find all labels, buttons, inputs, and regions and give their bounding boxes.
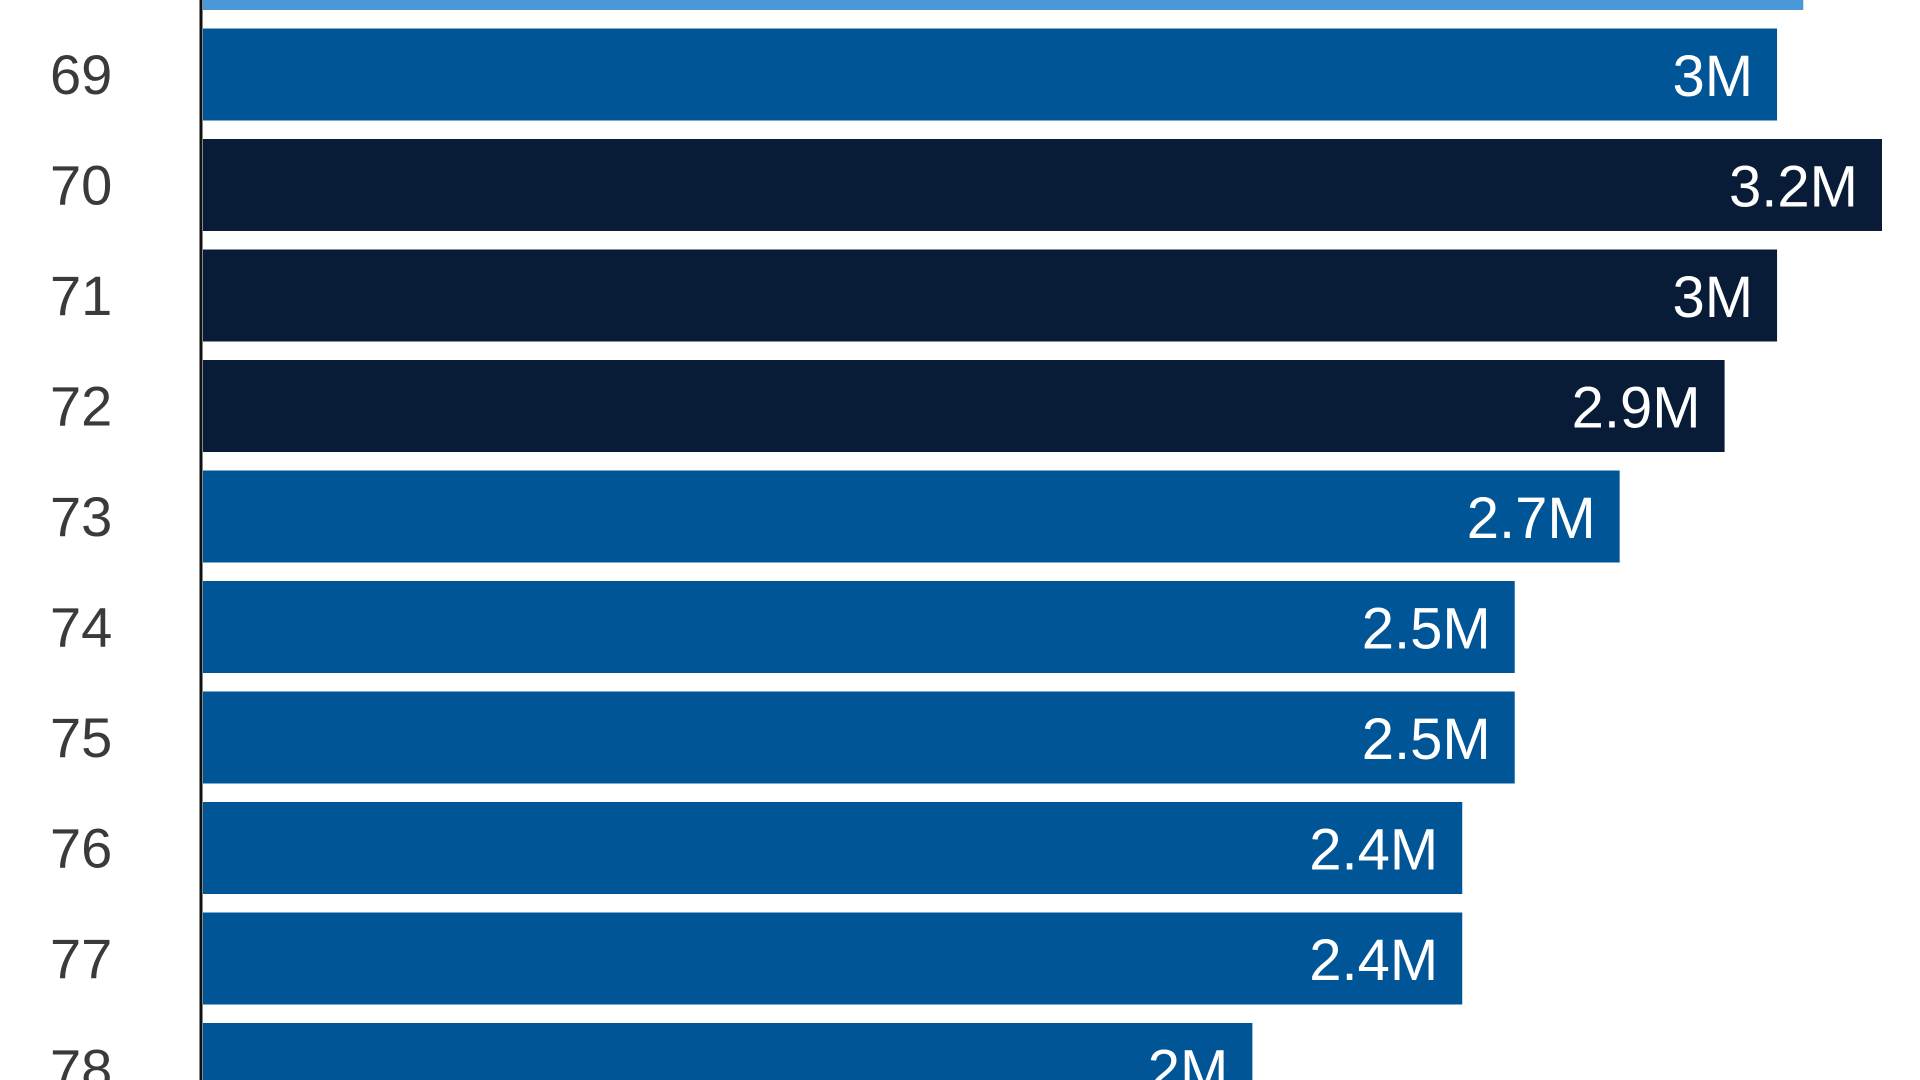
data-label-78: 2M bbox=[1148, 1039, 1229, 1080]
data-label-77: 2.4M bbox=[1309, 928, 1438, 993]
data-label-69: 3M bbox=[1672, 44, 1753, 109]
bar-75 bbox=[203, 691, 1515, 784]
bar-71 bbox=[203, 249, 1778, 342]
tick-label-77: 77 bbox=[50, 927, 112, 990]
data-label-73: 2.7M bbox=[1467, 486, 1596, 551]
data-label-74: 2.5M bbox=[1362, 597, 1491, 662]
tick-label-75: 75 bbox=[50, 706, 112, 769]
tick-label-69: 69 bbox=[50, 43, 112, 106]
tick-label-76: 76 bbox=[50, 817, 112, 880]
data-label-75: 2.5M bbox=[1362, 707, 1491, 772]
tick-label-71: 71 bbox=[50, 264, 112, 327]
tick-label-74: 74 bbox=[50, 596, 112, 659]
data-label-70: 3.2M bbox=[1729, 155, 1858, 220]
bar-68 bbox=[203, 0, 1804, 10]
bar-73 bbox=[203, 470, 1620, 563]
tick-label-70: 70 bbox=[50, 154, 112, 217]
bar-78 bbox=[203, 1023, 1253, 1080]
bar-76 bbox=[203, 802, 1463, 894]
bar-74 bbox=[203, 581, 1515, 673]
data-label-72: 2.9M bbox=[1572, 376, 1701, 441]
data-label-71: 3M bbox=[1672, 265, 1753, 330]
bar-72 bbox=[203, 360, 1725, 452]
tick-label-73: 73 bbox=[50, 485, 112, 548]
bar-70 bbox=[203, 139, 1882, 231]
data-label-76: 2.4M bbox=[1309, 818, 1438, 883]
bar-77 bbox=[203, 912, 1463, 1005]
tick-label-78: 78 bbox=[50, 1038, 112, 1080]
tick-label-72: 72 bbox=[50, 375, 112, 438]
bar-69 bbox=[203, 28, 1778, 121]
